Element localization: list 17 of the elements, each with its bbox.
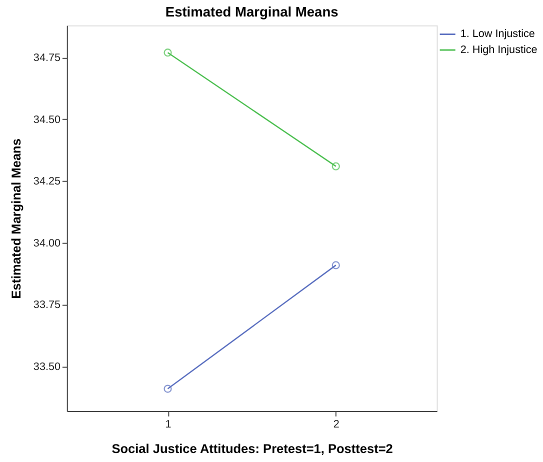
x-tick-label: 2 [333,418,340,430]
y-tick-label: 33.75 [33,299,60,312]
y-tick-label: 34.25 [33,176,60,188]
point [164,48,172,57]
y-tick-label: 34.50 [33,114,60,126]
point [332,261,340,270]
legend-label: 2. High Injustice [460,44,538,56]
y-axis-title: Estimated Marginal Means [8,138,24,299]
point [332,162,340,170]
chart-title: Estimated Marginal Means [165,4,339,20]
x-tick-label: 1 [165,418,172,430]
legend-label: 1. Low Injustice [460,28,535,40]
y-tick-label: 34.75 [33,52,60,64]
x-axis-title: Social Justice Attitudes: Pretest=1, Posttest=2 [112,440,393,456]
y-tick-label: 33.50 [33,360,60,373]
y-tick-label: 34.00 [33,237,60,250]
point [164,384,172,393]
